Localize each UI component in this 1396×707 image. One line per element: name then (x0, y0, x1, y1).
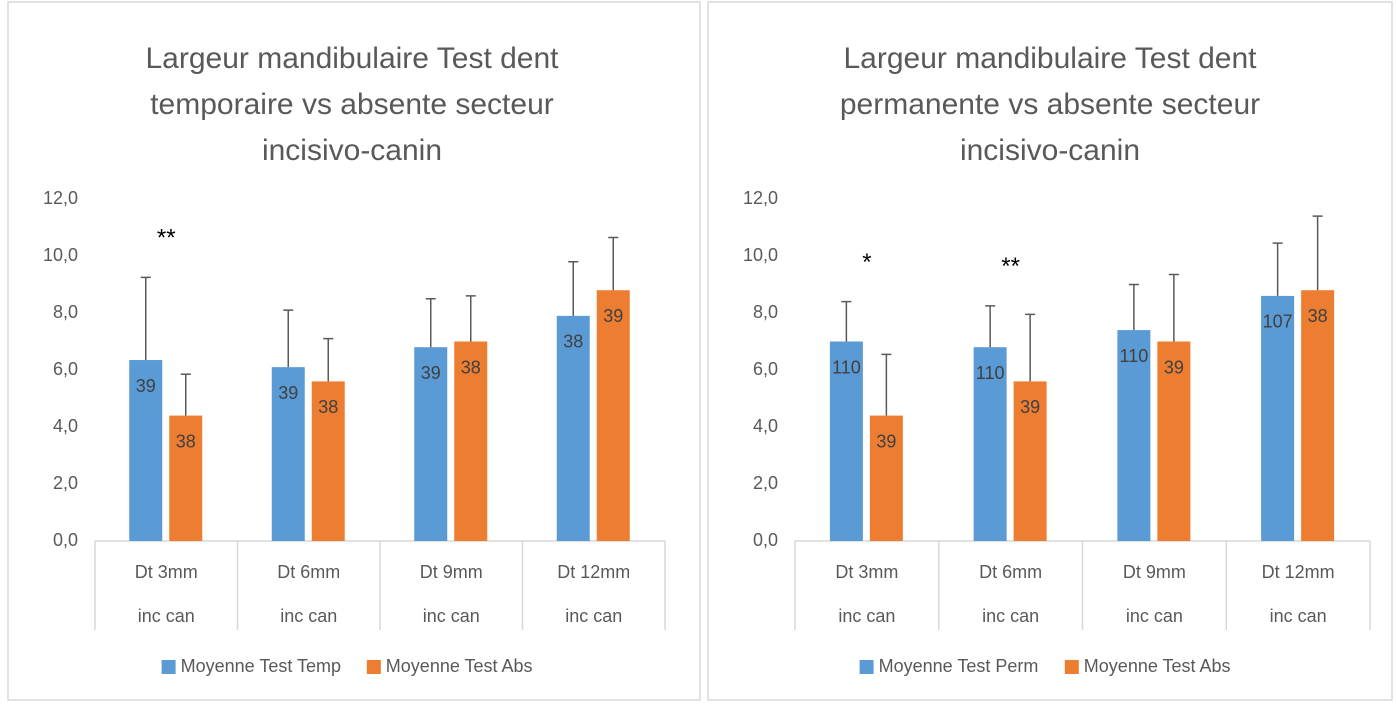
data-label: 39 (603, 306, 623, 326)
x-tick-label: inc can (982, 606, 1039, 626)
x-tick-label: Dt 9mm (420, 562, 483, 582)
chart-title: incisivo-canin (960, 134, 1140, 167)
x-tick-label: Dt 6mm (277, 562, 340, 582)
bar (596, 290, 630, 541)
data-label: 39 (421, 363, 441, 383)
legend-swatch (366, 660, 381, 674)
data-label: 39 (1020, 397, 1040, 417)
bar (829, 341, 863, 541)
error-bar (323, 337, 334, 382)
error-bar (1272, 242, 1283, 296)
x-tick-label: Dt 12mm (557, 562, 630, 582)
legend-label: Moyenne Test Abs (1084, 656, 1231, 676)
x-tick-label: inc can (1270, 606, 1327, 626)
data-label: 38 (318, 397, 338, 417)
y-tick-label: 8,0 (53, 302, 78, 322)
legend-label: Moyenne Test Abs (386, 656, 533, 676)
x-tick-label: inc can (280, 606, 337, 626)
error-bar (180, 373, 191, 416)
chart-title: Largeur mandibulaire Test dent (145, 42, 559, 75)
chart-title: incisivo-canin (262, 134, 442, 167)
bar (454, 341, 488, 541)
data-label: 39 (278, 383, 298, 403)
bar (1013, 381, 1047, 541)
bar (414, 347, 448, 541)
y-tick-label: 10,0 (743, 245, 778, 265)
annotation: ** (157, 225, 176, 252)
error-bar (608, 236, 619, 291)
y-tick-label: 8,0 (753, 302, 778, 322)
x-tick-label: Dt 12mm (1262, 562, 1335, 582)
y-tick-label: 4,0 (753, 416, 778, 436)
legend-swatch (161, 660, 176, 674)
x-tick-label: inc can (138, 606, 195, 626)
x-tick-label: Dt 3mm (135, 562, 198, 582)
error-bar (140, 276, 151, 361)
chart-title: temporaire vs absente secteur (150, 88, 554, 121)
annotation: ** (1001, 253, 1020, 280)
data-label: 38 (1308, 306, 1328, 326)
error-bar (985, 305, 996, 348)
legend-label: Moyenne Test Temp (181, 656, 341, 676)
x-tick-label: Dt 3mm (835, 562, 898, 582)
error-bar (425, 298, 436, 348)
error-bar (841, 300, 852, 342)
y-tick-label: 12,0 (43, 188, 78, 208)
data-label: 107 (1263, 312, 1293, 332)
error-bar (283, 309, 294, 368)
legend-swatch (859, 660, 874, 674)
y-tick-label: 2,0 (53, 473, 78, 493)
x-tick-label: Dt 9mm (1123, 562, 1186, 582)
y-tick-label: 0,0 (753, 530, 778, 550)
error-bar (881, 353, 892, 416)
y-tick-label: 6,0 (53, 359, 78, 379)
bar (1301, 290, 1335, 541)
bar (973, 347, 1007, 541)
data-label: 38 (563, 332, 583, 352)
data-label: 39 (876, 431, 896, 451)
x-tick-label: inc can (838, 606, 895, 626)
data-label: 110 (1120, 346, 1149, 366)
data-label: 39 (136, 376, 156, 396)
data-label: 38 (461, 357, 481, 377)
x-tick-label: inc can (1126, 606, 1183, 626)
annotation: * (862, 249, 871, 276)
bar (271, 367, 305, 541)
legend-label: Moyenne Test Perm (879, 656, 1039, 676)
bar (129, 360, 163, 541)
bar (169, 415, 203, 541)
y-tick-label: 0,0 (53, 530, 78, 550)
bar (1117, 330, 1151, 541)
error-bar (1168, 273, 1179, 342)
error-bar (465, 295, 476, 342)
x-tick-label: inc can (423, 606, 480, 626)
error-bar (568, 260, 579, 316)
bar (311, 381, 345, 541)
error-bar (1128, 283, 1139, 331)
chart-title: Largeur mandibulaire Test dent (843, 42, 1257, 75)
chart-title: permanente vs absente secteur (840, 88, 1260, 121)
error-bar (1312, 215, 1323, 291)
y-tick-label: 6,0 (753, 359, 778, 379)
y-tick-label: 2,0 (753, 473, 778, 493)
y-tick-label: 10,0 (43, 245, 78, 265)
error-bar (1025, 313, 1036, 382)
bar (1261, 295, 1295, 541)
data-label: 110 (976, 363, 1005, 383)
data-label: 110 (832, 357, 861, 377)
legend-swatch (1064, 660, 1079, 674)
x-tick-label: inc can (565, 606, 622, 626)
bar (1157, 341, 1191, 541)
y-tick-label: 4,0 (53, 416, 78, 436)
bar (556, 315, 590, 541)
data-label: 39 (1164, 357, 1184, 377)
bar (869, 415, 903, 541)
y-tick-label: 12,0 (743, 188, 778, 208)
x-tick-label: Dt 6mm (979, 562, 1042, 582)
data-label: 38 (176, 431, 196, 451)
